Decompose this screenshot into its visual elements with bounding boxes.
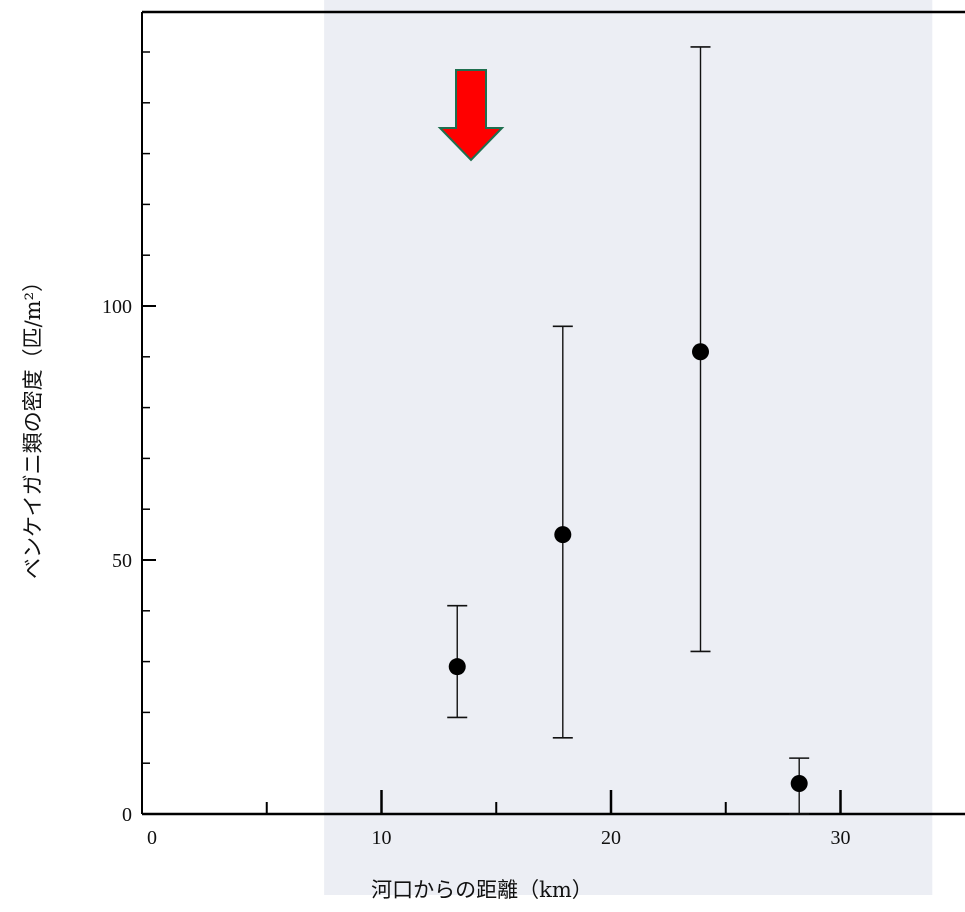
y-tick-labels: 0 50 100	[102, 296, 132, 826]
x-tick-label: 30	[831, 827, 851, 849]
axes	[141, 10, 965, 816]
x-tick-label: 10	[372, 827, 392, 849]
down-arrow-marker	[437, 69, 505, 162]
shaded-region	[324, 0, 933, 895]
y-tick-label: 100	[102, 296, 132, 318]
data-points	[448, 343, 808, 793]
y-axis-title: ベンケイガニ類の密度（匹/m²）	[21, 271, 45, 579]
data-point	[790, 775, 808, 793]
data-point	[448, 658, 466, 676]
x-axis-title: 河口からの距離（km）	[371, 878, 593, 902]
x-ticks	[265, 790, 842, 814]
data-point	[692, 343, 710, 361]
x-tick-label: 0	[147, 827, 157, 849]
data-point	[554, 526, 572, 544]
y-tick-label: 0	[122, 804, 132, 826]
y-tick-label: 50	[112, 550, 132, 572]
x-tick-label: 20	[601, 827, 621, 849]
x-tick-labels: 0 10 20 30	[147, 827, 851, 849]
y-ticks	[142, 51, 156, 764]
